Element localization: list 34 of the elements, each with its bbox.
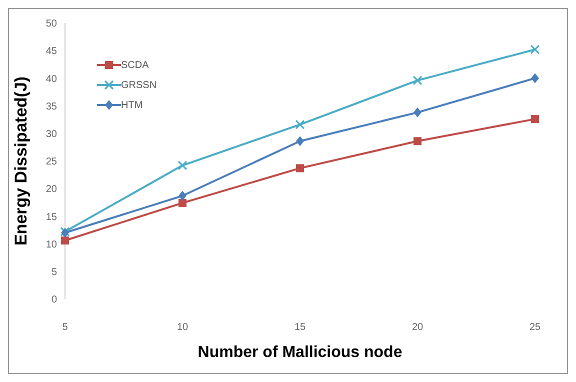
- x-tick-label: 15: [294, 322, 306, 334]
- point: [296, 164, 304, 172]
- y-tick-label: 20: [46, 184, 58, 196]
- legend-label: SCDA: [121, 60, 149, 70]
- y-tick-label: 45: [46, 46, 58, 58]
- y-tick-label: 30: [46, 128, 58, 140]
- x-tick-label: 25: [529, 322, 541, 334]
- legend-label: GRSSN: [121, 80, 157, 90]
- x-axis-title: Number of Mallicious node: [198, 344, 402, 361]
- y-tick-label: 25: [46, 156, 58, 168]
- x-tick-label: 10: [176, 322, 188, 334]
- y-tick-label: 15: [46, 212, 58, 223]
- y-tick-label: 50: [46, 18, 58, 30]
- y-tick-label: 35: [46, 101, 58, 112]
- point: [531, 73, 539, 84]
- y-tick-label: 5: [51, 266, 58, 278]
- point: [61, 236, 69, 244]
- point: [178, 190, 186, 201]
- point: [295, 120, 305, 130]
- y-axis-title: Energy Dissipated(J): [12, 76, 30, 246]
- point: [414, 137, 422, 146]
- point: [178, 198, 186, 207]
- x-tick-label: 5: [62, 322, 68, 334]
- point: [412, 76, 422, 86]
- point: [414, 107, 422, 118]
- point: [296, 136, 304, 146]
- y-tick-label: 10: [46, 239, 58, 250]
- y-tick-label: 40: [46, 74, 58, 85]
- legend-label: HTM: [121, 100, 143, 110]
- x-tick-label: 20: [412, 322, 424, 334]
- point: [178, 160, 188, 170]
- y-tick-label: 0: [51, 294, 58, 306]
- point: [530, 44, 540, 54]
- point: [531, 115, 539, 124]
